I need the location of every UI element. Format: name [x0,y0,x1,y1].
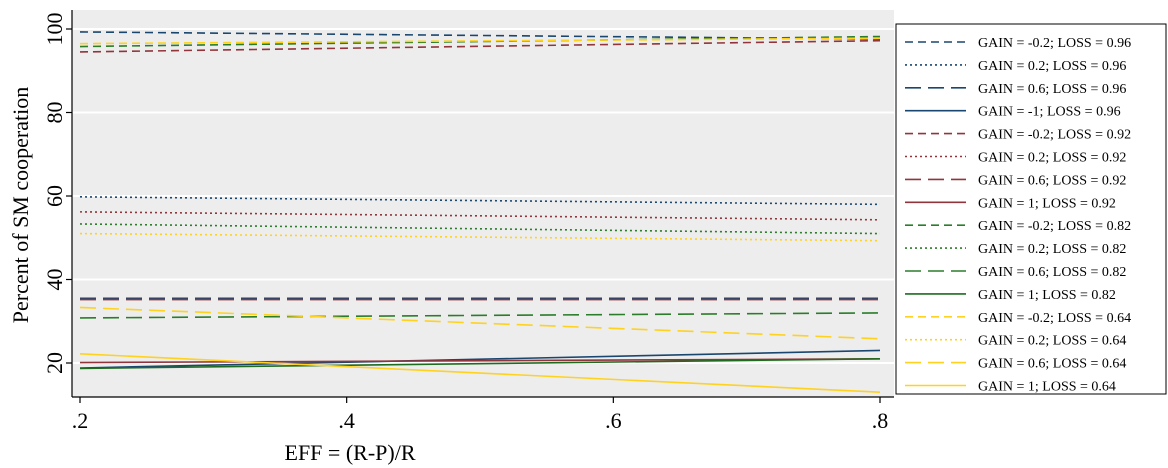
legend-label: GAIN = 0.2; LOSS = 0.64 [978,334,1126,349]
series-line [79,211,881,221]
series-line [79,232,881,242]
y-tick-label: 40 [42,269,67,291]
series-line [79,358,881,370]
series-line [79,196,881,206]
series-line [79,223,881,235]
legend-label: GAIN = -1; LOSS = 0.96 [978,105,1121,120]
series-line [79,37,881,45]
legend-label: GAIN = 0.6; LOSS = 0.82 [978,265,1126,280]
x-tick-label: .6 [605,408,622,433]
plot-background [72,10,894,397]
legend-label: GAIN = 0.2; LOSS = 0.96 [978,59,1126,74]
series-line [79,39,881,53]
legend-label: GAIN = -0.2; LOSS = 0.96 [978,36,1131,51]
legend-label: GAIN = 0.6; LOSS = 0.92 [978,173,1126,188]
x-tick-label: .8 [872,408,889,433]
legend-label: GAIN = 0.6; LOSS = 0.64 [978,357,1126,372]
legend-label: GAIN = 0.2; LOSS = 0.92 [978,151,1126,166]
y-tick-label: 80 [42,102,67,124]
series-line [79,353,881,394]
series-line [79,358,881,364]
y-tick-label: 100 [42,13,67,46]
x-axis-title: EFF = (R-P)/R [285,440,416,465]
legend-box [895,23,1167,395]
x-tick-label: .4 [338,408,355,433]
y-tick-label: 60 [42,185,67,207]
legend-label: GAIN = -0.2; LOSS = 0.92 [978,128,1131,143]
series-lines [79,31,881,394]
series-line [79,306,881,340]
legend-label: GAIN = 1; LOSS = 0.82 [978,288,1116,303]
legend-label: GAIN = -0.2; LOSS = 0.64 [978,311,1131,326]
y-tick-label: 20 [42,352,67,374]
series-line [79,349,881,369]
axes: 20 40 60 80 100 .2 .4 .6 .8 [42,10,894,433]
legend: GAIN = -0.2; LOSS = 0.96 GAIN = 0.2; LOSS… [895,23,1167,395]
legend-label: GAIN = 1; LOSS = 0.64 [978,380,1116,395]
series-line [79,312,881,319]
legend-label: GAIN = 0.2; LOSS = 0.82 [978,242,1126,257]
x-tick-label: .2 [72,408,89,433]
series-line [79,35,881,48]
grid-lines [72,28,894,364]
legend-label: GAIN = 1; LOSS = 0.92 [978,196,1116,211]
y-axis-title: Percent of SM cooperation [8,87,33,323]
legend-label: GAIN = -0.2; LOSS = 0.82 [978,219,1131,234]
legend-label: GAIN = 0.6; LOSS = 0.96 [978,82,1126,97]
